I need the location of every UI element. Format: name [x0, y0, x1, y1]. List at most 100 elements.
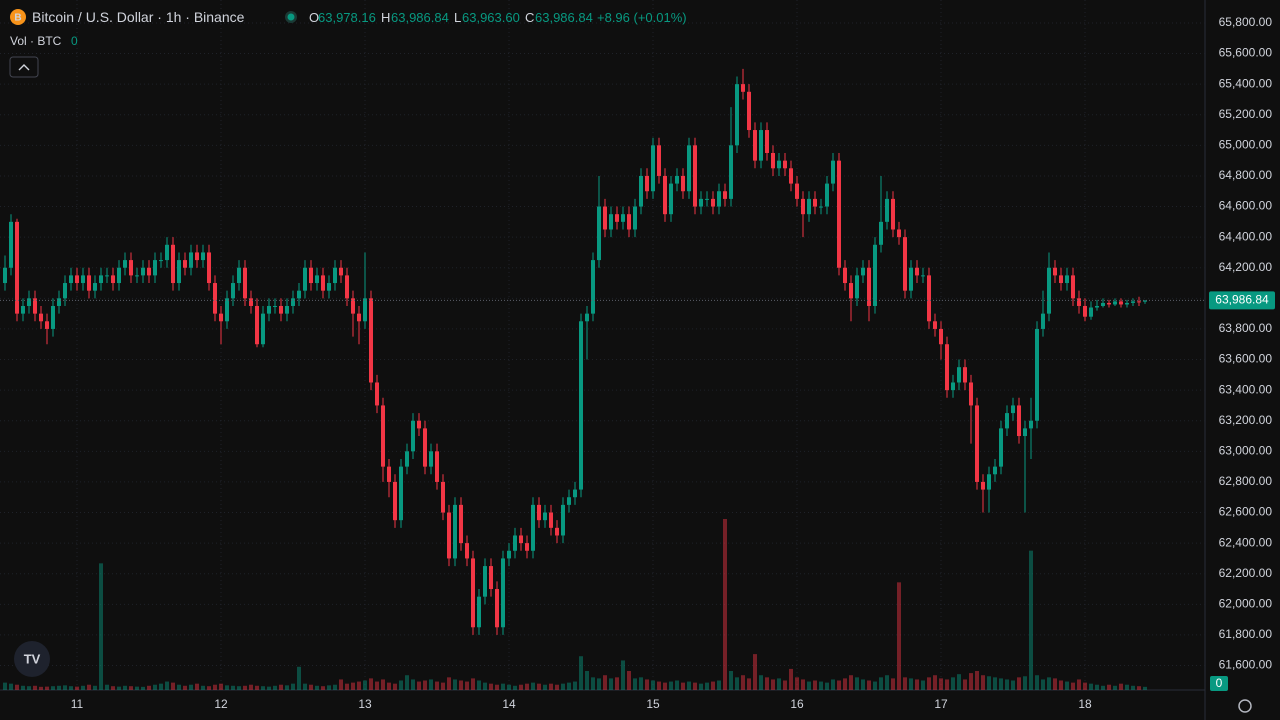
- volume-bar: [909, 678, 913, 690]
- candle-body: [471, 558, 475, 628]
- candle-body: [1113, 301, 1117, 305]
- candle-body: [771, 152, 775, 169]
- volume-bar: [213, 684, 217, 690]
- volume-bar: [975, 671, 979, 690]
- candle-body: [1119, 301, 1123, 305]
- volume-bar: [45, 686, 49, 690]
- volume-bar: [1023, 676, 1027, 690]
- candle-body: [537, 504, 541, 521]
- candle-body: [381, 405, 385, 467]
- volume-bar: [609, 678, 613, 690]
- volume-bar: [1071, 682, 1075, 690]
- candle-body: [339, 267, 343, 276]
- volume-bar: [3, 682, 7, 690]
- y-tick-label: 64,800.00: [1219, 168, 1273, 182]
- volume-bar: [255, 685, 259, 690]
- volume-bar: [201, 685, 205, 690]
- candle-body: [879, 221, 883, 245]
- candle-body: [177, 260, 181, 284]
- volume-bar: [57, 685, 61, 690]
- volume-bar: [387, 682, 391, 690]
- candle-body: [579, 321, 583, 490]
- volume-bar: [627, 671, 631, 690]
- candle-body: [513, 535, 517, 551]
- volume-bar: [903, 677, 907, 690]
- candle-body: [1095, 305, 1099, 308]
- volume-bar: [633, 678, 637, 690]
- market-status: [285, 11, 297, 23]
- candle-body: [609, 214, 613, 230]
- volume-bar: [297, 666, 301, 690]
- volume-bar: [291, 683, 295, 690]
- open-label: O: [309, 10, 320, 25]
- candle-body: [417, 420, 421, 429]
- candle-body: [639, 175, 643, 207]
- settings-icon[interactable]: [1238, 699, 1252, 713]
- volume-bar: [735, 677, 739, 690]
- volume-bar: [423, 680, 427, 690]
- volume-bar: [519, 684, 523, 690]
- candle-body: [693, 145, 697, 207]
- candle-body: [1011, 405, 1015, 414]
- volume-bar: [1053, 678, 1057, 690]
- candle-body: [1047, 267, 1051, 314]
- candle-body: [987, 474, 991, 490]
- candle-body: [183, 260, 187, 268]
- volume-bar: [573, 681, 577, 690]
- volume-bar: [717, 680, 721, 690]
- candle-body: [507, 550, 511, 559]
- volume-bar: [1017, 677, 1021, 690]
- symbol-title[interactable]: Bitcoin / U.S. Dollar · 1h · Binance: [32, 9, 245, 25]
- volume-bar: [381, 679, 385, 690]
- candle-body: [543, 512, 547, 521]
- volume-bar: [1059, 680, 1063, 690]
- candle-body: [111, 275, 115, 284]
- candle-body: [915, 267, 919, 276]
- open-value: 63,978.16: [318, 10, 376, 25]
- candle-body: [27, 298, 31, 306]
- candle-body: [1125, 302, 1129, 305]
- collapse-button[interactable]: [9, 56, 39, 78]
- candle-body: [483, 566, 487, 597]
- candle-body: [81, 275, 85, 284]
- volume-bar: [1137, 686, 1141, 690]
- volume-bar: [729, 671, 733, 690]
- candle-body: [723, 191, 727, 199]
- candle-body: [1089, 307, 1093, 317]
- volume-bar: [435, 681, 439, 690]
- y-tick-label: 62,800.00: [1219, 474, 1273, 488]
- candle-body: [585, 313, 589, 322]
- volume-bar: [921, 680, 925, 690]
- candle-body: [1083, 305, 1087, 317]
- volume-bar: [711, 681, 715, 690]
- volume-bar: [93, 685, 97, 690]
- candle-body: [297, 290, 301, 299]
- y-tick-label: 63,400.00: [1219, 382, 1273, 396]
- volume-bar: [471, 678, 475, 690]
- candle-body: [165, 244, 169, 261]
- logo[interactable]: [14, 641, 50, 677]
- volume-bar: [783, 680, 787, 690]
- candle-body: [363, 298, 367, 322]
- candle-body: [759, 130, 763, 161]
- volume-bar: [561, 683, 565, 690]
- candle-body: [1059, 275, 1063, 284]
- volume-bar: [1077, 679, 1081, 690]
- candle-body: [951, 382, 955, 391]
- candle-body: [333, 267, 337, 284]
- candle-body: [801, 198, 805, 215]
- y-tick-label: 62,000.00: [1219, 596, 1273, 610]
- candle-body: [1023, 428, 1027, 437]
- candle-body: [501, 558, 505, 628]
- candle-body: [795, 183, 799, 199]
- candle-body: [93, 283, 97, 291]
- volume-bar: [51, 686, 55, 690]
- candle-body: [255, 305, 259, 345]
- candle-body: [441, 481, 445, 513]
- candle-body: [207, 252, 211, 284]
- candle-body: [849, 283, 853, 299]
- candle-body: [225, 298, 229, 322]
- candle-body: [477, 596, 481, 628]
- volume-bar: [795, 677, 799, 690]
